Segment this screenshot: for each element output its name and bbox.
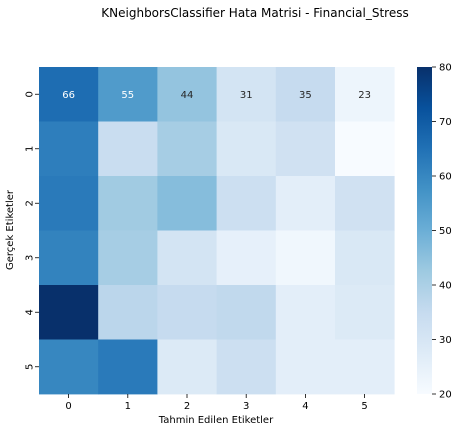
heatmap-cell <box>275 176 336 231</box>
heatmap-cell <box>275 285 336 340</box>
colorbar-ticks: 20 30 40 50 60 70 80 <box>432 63 452 401</box>
heatmap-cell <box>39 121 99 177</box>
colorbar-tick-label: 70 <box>439 117 452 128</box>
heatmap-cell <box>157 230 217 286</box>
heatmap-cell <box>98 176 158 231</box>
heatmap-cell <box>98 339 158 395</box>
colorbar-tick-label: 20 <box>439 390 452 401</box>
heatmap-cell <box>275 339 336 395</box>
heatmap-cell <box>275 67 336 122</box>
x-tick-label: 0 <box>65 401 71 412</box>
cell-value-label: 35 <box>299 90 312 101</box>
colorbar-tick-label: 50 <box>439 226 452 237</box>
heatmap-cell <box>157 339 217 395</box>
heatmap-cell <box>98 67 158 122</box>
cell-value-label: 31 <box>240 90 253 101</box>
y-tick-label: 3 <box>25 255 36 261</box>
cell-value-label: 23 <box>358 90 371 101</box>
heatmap-cell <box>157 121 217 177</box>
heatmap-cell <box>335 121 395 177</box>
y-tick-label: 2 <box>25 200 36 206</box>
x-tick-label: 4 <box>302 401 308 412</box>
heatmap-cell <box>39 176 99 231</box>
cell-value-label: 44 <box>181 90 194 101</box>
heatmap-cell <box>216 285 277 340</box>
y-axis-label: Gerçek Etiketler <box>5 189 16 270</box>
y-axis-ticks: 0 1 2 3 4 5 <box>25 91 39 370</box>
x-axis-label: Tahmin Edilen Etiketler <box>158 415 274 426</box>
x-tick-label: 3 <box>243 401 249 412</box>
heatmap-cell <box>39 67 99 122</box>
heatmap-cell <box>216 67 277 122</box>
heatmap-cell <box>275 121 336 177</box>
colorbar-tick-label: 80 <box>439 63 452 74</box>
x-tick-label: 2 <box>184 401 190 412</box>
heatmap-cell <box>275 230 336 286</box>
y-tick-label: 0 <box>25 91 36 97</box>
cell-value-label: 66 <box>62 90 75 101</box>
heatmap-cell <box>335 67 395 122</box>
heatmap-cells <box>39 67 395 395</box>
heatmap-cell <box>98 121 158 177</box>
heatmap-cell <box>216 230 277 286</box>
heatmap-cell <box>157 285 217 340</box>
colorbar <box>417 67 432 394</box>
x-tick-label: 5 <box>361 401 367 412</box>
heatmap-cell <box>335 230 395 286</box>
colorbar-tick-label: 30 <box>439 335 452 346</box>
y-tick-label: 4 <box>25 309 36 315</box>
y-tick-label: 5 <box>25 364 36 370</box>
heatmap-cell <box>98 285 158 340</box>
heatmap-cell <box>216 176 277 231</box>
heatmap-cell <box>335 285 395 340</box>
heatmap-cell <box>157 67 217 122</box>
heatmap-cell <box>39 230 99 286</box>
heatmap-cell <box>98 230 158 286</box>
colorbar-tick-label: 40 <box>439 281 452 292</box>
heatmap-cell <box>335 176 395 231</box>
heatmap-cell <box>157 176 217 231</box>
heatmap-cell <box>39 285 99 340</box>
chart-title: KNeighborsClassifier Hata Matrisi - Fina… <box>101 6 408 20</box>
colorbar-tick-label: 60 <box>439 172 452 183</box>
x-axis-ticks: 0 1 2 3 4 5 <box>65 394 368 412</box>
cell-annotations: 66 55 44 31 35 23 <box>62 90 371 101</box>
heatmap-cell <box>335 339 395 395</box>
heatmap-cell <box>216 121 277 177</box>
x-tick-label: 1 <box>125 401 131 412</box>
heatmap-cell <box>39 339 99 395</box>
y-tick-label: 1 <box>25 146 36 152</box>
cell-value-label: 55 <box>121 90 134 101</box>
heatmap-cell <box>216 339 277 395</box>
